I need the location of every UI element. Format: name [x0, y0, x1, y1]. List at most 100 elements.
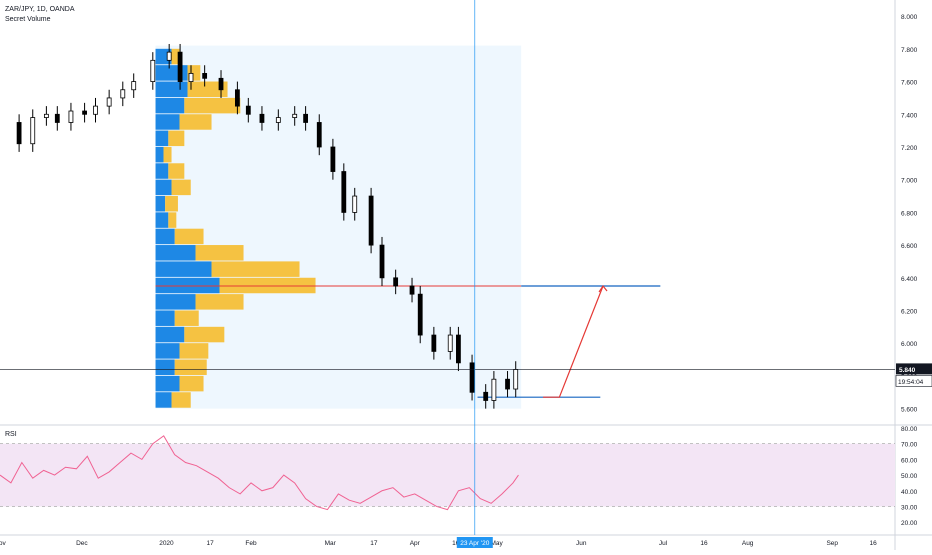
volume-bar-blue [155, 228, 175, 245]
time-tick-label: Feb [245, 540, 257, 547]
candle-body [54, 113, 60, 123]
price-tick-label: 6.600 [901, 243, 918, 250]
time-tick-label: 17 [370, 540, 378, 547]
price-tick-label: 5.600 [901, 407, 918, 414]
projection-arrowhead [598, 284, 608, 293]
price-tick-label: 7.200 [901, 145, 918, 152]
candle-body [431, 334, 437, 352]
candle-body [245, 105, 251, 115]
volume-bar-gold [187, 81, 228, 98]
volume-bar-gold [179, 114, 212, 130]
candle-body [379, 244, 385, 279]
time-tick-label: 17 [206, 540, 214, 547]
volume-bar-blue [155, 212, 169, 228]
volume-bar-blue [155, 97, 185, 114]
price-tick-label: 6.400 [901, 276, 918, 283]
volume-bar-gold [165, 195, 178, 212]
time-tick-label: Dec [76, 540, 88, 547]
rsi-tick-label: 20.00 [901, 520, 918, 527]
candle-body [106, 97, 112, 107]
volume-bar-gold [211, 261, 300, 277]
price-tick-label: 7.000 [901, 178, 918, 185]
rsi-tick-label: 70.00 [901, 442, 918, 449]
candle-body [341, 171, 347, 213]
candle-body [409, 285, 415, 295]
volume-bar-gold [184, 97, 241, 114]
candle-body [456, 334, 461, 364]
time-tick-label: 16 [870, 540, 878, 547]
volume-bar-gold [195, 294, 244, 310]
price-tick-label: 7.800 [901, 47, 918, 54]
rsi-label: RSI [5, 431, 17, 438]
volume-bar-gold [179, 343, 209, 359]
candle-body [16, 122, 22, 145]
candle-body [234, 89, 240, 107]
time-tick-label: Jul [659, 540, 668, 547]
candle-body [316, 122, 322, 148]
rsi-tick-label: 60.00 [901, 457, 918, 464]
time-tick-label: Nov [0, 540, 7, 547]
candle-body [150, 59, 156, 82]
candle-body [43, 113, 49, 118]
time-tick-label: Apr [410, 540, 421, 547]
volume-bar-blue [155, 310, 175, 326]
candle-body [218, 77, 224, 91]
candle-body [513, 368, 519, 390]
price-tick-label: 6.800 [901, 210, 918, 217]
volume-bar-blue [155, 392, 172, 408]
volume-bar-blue [155, 114, 180, 130]
countdown-badge [895, 375, 932, 387]
candle-body [303, 113, 309, 123]
candle-body [177, 51, 183, 82]
candle-body [82, 110, 87, 115]
candle-body [447, 334, 453, 352]
crosshair-badge [456, 537, 493, 548]
last-price-value: 5.840 [899, 367, 916, 374]
symbol-title: ZAR/JPY, 1D, OANDA [5, 6, 75, 13]
rsi-band [0, 443, 895, 507]
candle-body [417, 293, 423, 336]
volume-bar-blue [155, 179, 172, 196]
time-tick-label: Mar [325, 540, 337, 547]
candle-body [275, 117, 281, 123]
price-tick-label: 6.000 [901, 341, 918, 348]
candle-body [469, 362, 475, 393]
candle-body [166, 51, 172, 61]
countdown-value: 19:54:04 [898, 379, 924, 386]
time-tick-label: Sep [826, 540, 838, 547]
volume-bar-gold [171, 179, 191, 196]
projection-arrow [543, 285, 604, 398]
candle-body [491, 378, 497, 401]
volume-bar-gold [174, 228, 204, 245]
volume-bar-gold [168, 130, 185, 147]
price-tick-label: 7.600 [901, 80, 918, 87]
volume-bar-blue [155, 130, 169, 147]
time-tick-label: Jun [576, 540, 587, 547]
last-price-badge [896, 363, 932, 375]
rsi-tick-label: 50.00 [901, 473, 918, 480]
volume-bar-blue [155, 195, 166, 212]
candle-body [292, 113, 298, 118]
time-tick-label: 16 [700, 540, 708, 547]
rsi-tick-label: 80.00 [901, 426, 918, 433]
candle-body [202, 73, 208, 79]
volume-bar-gold [168, 212, 177, 228]
indicator-label: Secret Volume [5, 16, 51, 23]
volume-bar-gold [179, 375, 204, 392]
candle-body [68, 110, 74, 123]
volume-bar-gold [174, 310, 199, 326]
volume-bar-blue [155, 294, 196, 310]
volume-bar-blue [155, 245, 196, 261]
volume-bar-blue [155, 375, 180, 392]
volume-bar-blue [155, 359, 175, 376]
candle-body [483, 391, 489, 401]
volume-bar-blue [155, 65, 188, 81]
candle-body [93, 105, 98, 115]
candle-body [352, 195, 358, 213]
rsi-tick-label: 40.00 [901, 489, 918, 496]
candle-body [131, 81, 137, 91]
time-tick-label: 2020 [159, 540, 174, 547]
volume-bar-blue [155, 343, 180, 359]
